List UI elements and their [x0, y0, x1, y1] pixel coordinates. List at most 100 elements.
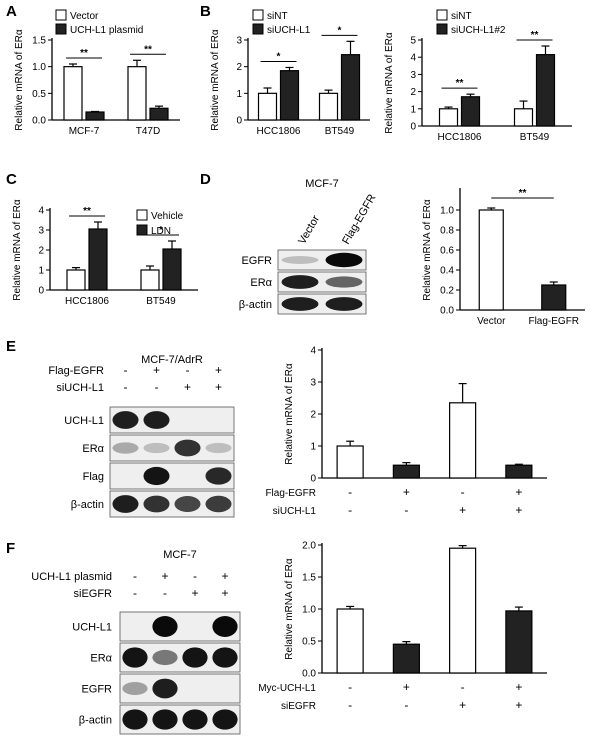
- legend-label: Vector: [70, 11, 99, 22]
- legend-swatch: [252, 9, 264, 21]
- legend-swatch: [252, 23, 264, 35]
- condition-sign: -: [404, 698, 408, 712]
- blot-row-label: ERα: [82, 443, 104, 455]
- blot-band: [182, 647, 208, 668]
- y-tick-label: 0.4: [440, 266, 454, 277]
- blot-lane-label: Vector: [296, 213, 322, 246]
- y-tick-label: 5: [410, 36, 416, 47]
- blot-condition-label: siUCH-L1: [56, 382, 104, 394]
- blot-row-label: β-actin: [239, 299, 272, 311]
- x-tick-label: Flag-EGFR: [528, 316, 579, 327]
- panel-label-e: E: [6, 338, 16, 355]
- bar: [478, 209, 504, 311]
- bar: [162, 248, 182, 291]
- y-tick-label: 0: [236, 116, 242, 127]
- blot-band: [281, 256, 319, 264]
- bar: [392, 464, 420, 479]
- blot-band: [325, 297, 363, 311]
- y-axis-label: Relative mRNA of ERα: [284, 363, 295, 465]
- y-tick-label: 3: [410, 70, 416, 81]
- chart-b-right: 0 1 2 3 4 5 Relative mRNA of ERα ** HCC1806 ** BT5…: [384, 9, 572, 143]
- y-axis-label: Relative mRNA of ERα: [210, 29, 221, 131]
- bar: [336, 445, 364, 479]
- bar: [513, 108, 534, 127]
- blot-condition-sign: +: [161, 569, 168, 583]
- blot-band: [281, 275, 319, 289]
- condition-sign: +: [515, 698, 522, 712]
- x-tick-label: HCC1806: [257, 126, 301, 137]
- blot-band: [205, 495, 232, 513]
- x-tick-label: BT549: [325, 126, 355, 137]
- blot-band: [212, 616, 238, 637]
- condition-sign: -: [348, 485, 352, 499]
- y-tick-label: 2: [310, 410, 316, 421]
- blot-condition-sign: +: [184, 380, 191, 394]
- bar: [257, 92, 278, 121]
- y-tick-label: 4: [38, 206, 44, 217]
- panel-label-a: A: [6, 3, 17, 20]
- x-tick-label: BT549: [520, 132, 550, 143]
- blot-row-label: EGFR: [81, 684, 112, 696]
- y-axis-label: Relative mRNA of ERα: [384, 32, 395, 134]
- blot-title: MCF-7: [305, 178, 339, 190]
- blot-band: [112, 442, 139, 454]
- condition-sign: +: [515, 485, 522, 499]
- x-tick-label: HCC1806: [65, 296, 109, 307]
- x-tick-label: Vector: [477, 316, 506, 327]
- blot-condition-label: siEGFR: [74, 588, 113, 600]
- blot-condition-label: Flag-EGFR: [48, 365, 104, 377]
- blot-band: [182, 709, 208, 730]
- y-tick-label: 1: [38, 266, 44, 277]
- blot-band: [281, 297, 319, 311]
- blot-condition-label: UCH-L1 plasmid: [31, 571, 112, 583]
- legend-swatch: [436, 23, 448, 35]
- significance-mark: **: [80, 48, 88, 59]
- bar: [449, 402, 477, 479]
- western-blot-d: MCF-7 Vector Flag-EGFR EGFR ERα β-actin: [239, 178, 378, 315]
- x-tick-label: BT549: [146, 296, 176, 307]
- y-tick-label: 0.6: [440, 246, 454, 257]
- condition-sign: +: [515, 680, 522, 694]
- blot-condition-sign: -: [133, 569, 137, 583]
- blot-band: [112, 411, 139, 429]
- bar: [392, 643, 420, 674]
- blot-row-label: Flag: [83, 471, 104, 483]
- blot-row-label: ERα: [90, 653, 112, 665]
- chart-a: 0.0 0.5 1.0 1.5 Relative mRNA of ERα ** MCF-7 *…: [14, 9, 180, 137]
- condition-sign: -: [348, 680, 352, 694]
- y-tick-label: 3: [236, 36, 242, 47]
- blot-band: [143, 466, 170, 486]
- y-tick-label: 1.0: [302, 605, 316, 616]
- blot-condition-sign: +: [153, 363, 160, 377]
- blot-title: MCF-7: [163, 549, 197, 561]
- significance-mark: **: [456, 78, 464, 89]
- significance-mark: **: [144, 44, 152, 55]
- blot-condition-sign: -: [155, 380, 159, 394]
- y-tick-label: 0.0: [302, 669, 316, 680]
- blot-band: [174, 496, 201, 512]
- y-axis-label: Relative mRNA of ERα: [14, 29, 25, 131]
- blot-row-label: UCH-L1: [72, 622, 112, 634]
- bar: [505, 610, 533, 674]
- blot-lane-label: Flag-EGFR: [340, 192, 378, 246]
- condition-label: siEGFR: [281, 701, 316, 712]
- condition-sign: +: [403, 485, 410, 499]
- blot-condition-sign: -: [124, 380, 128, 394]
- legend-label: siNT: [451, 11, 472, 22]
- blot-band: [325, 252, 363, 268]
- significance-mark: *: [277, 51, 281, 62]
- blot-row-label: EGFR: [241, 255, 272, 267]
- blot-condition-sign: +: [221, 586, 228, 600]
- y-tick-label: 1: [410, 104, 416, 115]
- blot-band: [152, 678, 178, 699]
- blot-band: [143, 442, 170, 454]
- y-axis-label: Relative mRNA of ERα: [422, 199, 433, 301]
- bar: [336, 608, 364, 674]
- y-tick-label: 1.5: [302, 573, 316, 584]
- panel-label-b: B: [200, 3, 211, 20]
- bar: [63, 66, 83, 121]
- legend-swatch: [136, 224, 148, 236]
- y-tick-label: 2: [38, 246, 44, 257]
- y-tick-label: 0.0: [32, 116, 46, 127]
- legend-label: siUCH-L1#2: [451, 25, 506, 36]
